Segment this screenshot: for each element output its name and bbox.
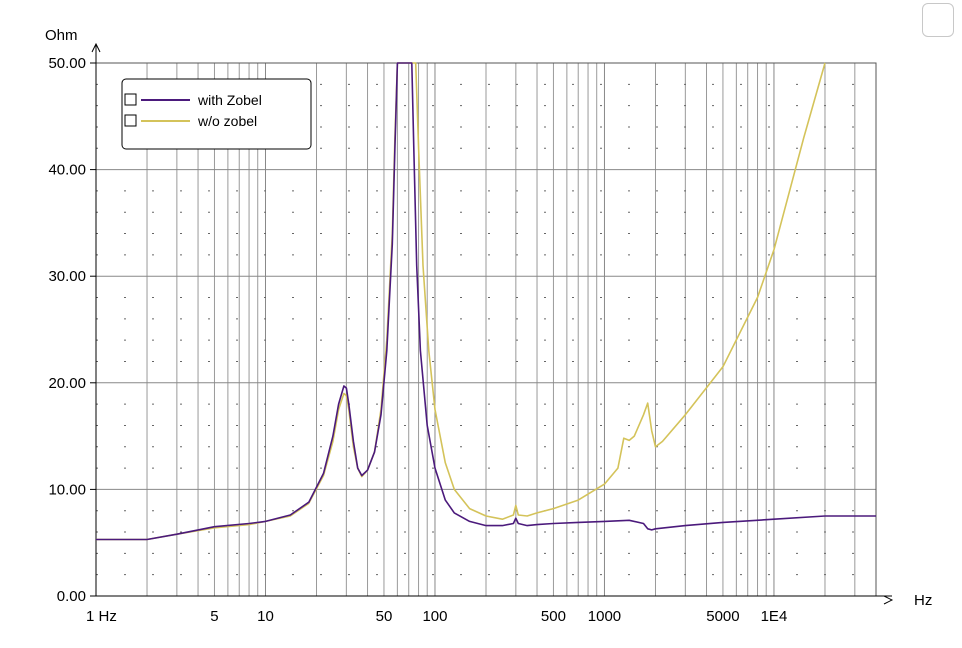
- axes: [91, 42, 894, 605]
- x-tick-label: 5: [210, 608, 218, 625]
- legend: with Zobel w/o zobel: [121, 78, 312, 150]
- y-axis-arrow: [91, 42, 101, 53]
- legend-checkbox: [124, 114, 137, 127]
- x-axis-label: Hz: [914, 592, 932, 609]
- x-tick-label: 5000: [706, 608, 739, 625]
- y-tick-label: 30.00: [48, 268, 86, 285]
- legend-label: with Zobel: [197, 92, 262, 108]
- grid: [95, 63, 877, 596]
- corner-button[interactable]: [922, 3, 954, 37]
- legend-label: w/o zobel: [197, 113, 257, 129]
- x-tick-labels: 1 Hz 5 10 50 100 500 1000 5000 1E4: [86, 608, 787, 625]
- x-tick-label: 50: [376, 608, 393, 625]
- x-tick-label: 500: [541, 608, 566, 625]
- y-tick-label: 0.00: [57, 588, 86, 605]
- legend-box: [121, 78, 312, 150]
- series-line-w-o-zobel: [96, 62, 826, 541]
- y-tick-labels: 0.00 10.00 20.00 30.00 40.00 50.00: [48, 55, 96, 605]
- x-tick-label: 1000: [588, 608, 621, 625]
- y-tick-label: 50.00: [48, 55, 86, 72]
- x-tick-label: 10: [257, 608, 274, 625]
- x-axis-arrow: [883, 595, 894, 605]
- x-tick-label: 1 Hz: [86, 608, 117, 625]
- y-tick-label: 40.00: [48, 162, 86, 179]
- x-tick-label: 100: [422, 608, 447, 625]
- x-tick-label: 1E4: [761, 608, 788, 625]
- y-axis-label: Ohm: [45, 27, 78, 44]
- series-lines: [96, 62, 876, 541]
- legend-checkbox: [124, 93, 137, 106]
- y-tick-label: 10.00: [48, 481, 86, 498]
- y-tick-label: 20.00: [48, 375, 86, 392]
- series-line-with-zobel: [96, 62, 876, 541]
